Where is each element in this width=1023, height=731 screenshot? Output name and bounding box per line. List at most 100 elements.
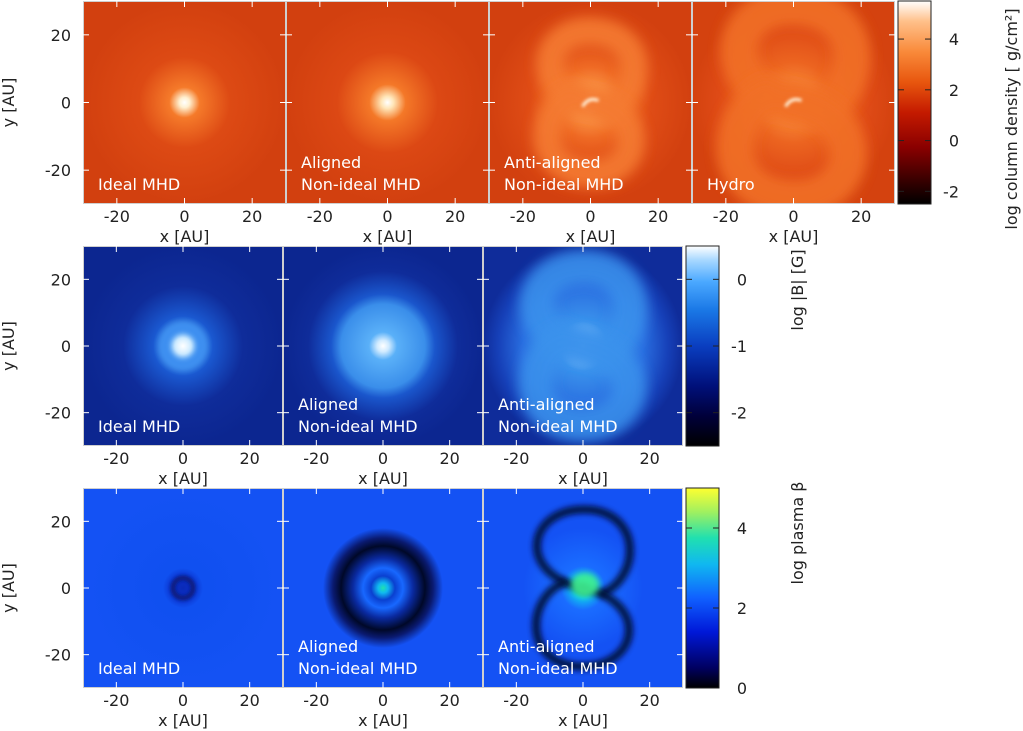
x-axis-label: x [AU] [769, 227, 819, 246]
x-tick-label: 20 [239, 691, 259, 710]
x-tick-label: 20 [445, 207, 465, 226]
colorbar-tick-label: 4 [737, 519, 747, 538]
x-tick-label: 0 [578, 691, 588, 710]
x-tick-label: -20 [303, 691, 329, 710]
x-tick-label: 0 [382, 207, 392, 226]
y-axis-label: y [AU] [0, 78, 18, 128]
x-tick-label: -20 [503, 449, 529, 468]
x-axis-label: x [AU] [558, 469, 608, 488]
panel-label-line1: Aligned [298, 395, 358, 414]
panel-label: Ideal MHD [98, 659, 180, 678]
x-axis-label: x [AU] [158, 469, 208, 488]
x-tick-label: 20 [648, 207, 668, 226]
x-axis-label: x [AU] [363, 227, 413, 246]
x-axis-label: x [AU] [358, 469, 408, 488]
panel-image [283, 246, 483, 446]
colorbar-label: log column density [ g/cm²] [1002, 8, 1021, 229]
panel-image [83, 488, 283, 688]
y-tick-label: 0 [61, 94, 71, 113]
panel-label-line2: Non-ideal MHD [301, 175, 421, 194]
x-tick-label: 20 [639, 449, 659, 468]
x-tick-label: -20 [103, 449, 129, 468]
x-tick-label: -20 [303, 449, 329, 468]
colorbar-label: log |B| [G] [788, 249, 807, 330]
x-tick-label: 20 [239, 449, 259, 468]
x-tick-label: -20 [510, 207, 536, 226]
x-tick-label: -20 [307, 207, 333, 226]
panel-structure [716, 1, 871, 204]
colorbar-tick-label: 0 [949, 132, 959, 151]
y-axis-label: y [AU] [0, 321, 18, 371]
x-tick-label: 20 [242, 207, 262, 226]
panel-label-line2: Non-ideal MHD [498, 659, 618, 678]
x-tick-label: 0 [178, 449, 188, 468]
x-axis-label: x [AU] [358, 711, 408, 730]
x-tick-label: 20 [639, 691, 659, 710]
panel-structure [519, 250, 647, 442]
x-tick-label: -20 [713, 207, 739, 226]
y-tick-label: -20 [45, 404, 71, 423]
x-tick-label: 0 [378, 691, 388, 710]
panel-label-line2: Non-ideal MHD [498, 417, 618, 436]
colorbar-tick-label: 4 [949, 30, 959, 49]
colorbar-tick-label: 2 [737, 599, 747, 618]
colorbar-tick-label: -2 [943, 182, 959, 201]
panel-label: Ideal MHD [98, 175, 180, 194]
x-tick-label: 0 [378, 449, 388, 468]
panel-label-line2: Non-ideal MHD [504, 175, 624, 194]
x-axis-label: x [AU] [566, 227, 616, 246]
colorbar-tick-label: -1 [731, 337, 747, 356]
panel-label-line1: Aligned [301, 153, 361, 172]
panel-structure [160, 323, 206, 369]
panel-label-line2: Non-ideal MHD [298, 659, 418, 678]
x-axis-label: x [AU] [158, 711, 208, 730]
panel-label-line1: Anti-aligned [498, 637, 595, 656]
panel-image [283, 488, 483, 688]
panel-image [692, 1, 895, 204]
panel-structure [170, 575, 196, 601]
x-tick-label: 20 [439, 449, 459, 468]
panel-label-line1: Aligned [298, 637, 358, 656]
panel-image [483, 488, 683, 688]
y-axis-label: y [AU] [0, 563, 18, 613]
panel-structure [532, 505, 634, 671]
y-tick-label: 20 [51, 512, 71, 531]
colorbar-label: log plasma β [788, 482, 807, 585]
y-tick-label: -20 [45, 161, 71, 180]
colorbar [897, 0, 932, 205]
x-tick-label: -20 [503, 691, 529, 710]
panel-label: Ideal MHD [98, 417, 180, 436]
panel-label-line1: Anti-aligned [504, 153, 601, 172]
y-tick-label: 20 [51, 26, 71, 45]
x-tick-label: -20 [104, 207, 130, 226]
x-tick-label: 0 [585, 207, 595, 226]
panel-image [83, 246, 283, 446]
panel-image [483, 246, 683, 446]
panel-image [489, 1, 692, 204]
x-axis-label: x [AU] [160, 227, 210, 246]
y-tick-label: 0 [61, 579, 71, 598]
y-tick-label: -20 [45, 646, 71, 665]
panel-image [286, 1, 489, 204]
y-tick-label: 0 [61, 337, 71, 356]
panel-label-line1: Anti-aligned [498, 395, 595, 414]
x-tick-label: 20 [439, 691, 459, 710]
x-tick-label: -20 [103, 691, 129, 710]
colorbar-tick-label: -2 [731, 404, 747, 423]
colorbar [685, 487, 720, 689]
panel-structure [533, 17, 648, 188]
x-axis-label: x [AU] [558, 711, 608, 730]
x-tick-label: 20 [851, 207, 871, 226]
y-tick-label: 20 [51, 270, 71, 289]
x-tick-label: 0 [788, 207, 798, 226]
colorbar-tick-label: 0 [737, 270, 747, 289]
colorbar-tick-label: 2 [949, 81, 959, 100]
x-tick-label: 0 [178, 691, 188, 710]
panel-image [83, 1, 286, 204]
colorbar-tick-label: 0 [737, 679, 747, 698]
x-tick-label: 0 [179, 207, 189, 226]
panel-label-line2: Non-ideal MHD [298, 417, 418, 436]
x-tick-label: 0 [578, 449, 588, 468]
panel-label: Hydro [707, 175, 755, 194]
